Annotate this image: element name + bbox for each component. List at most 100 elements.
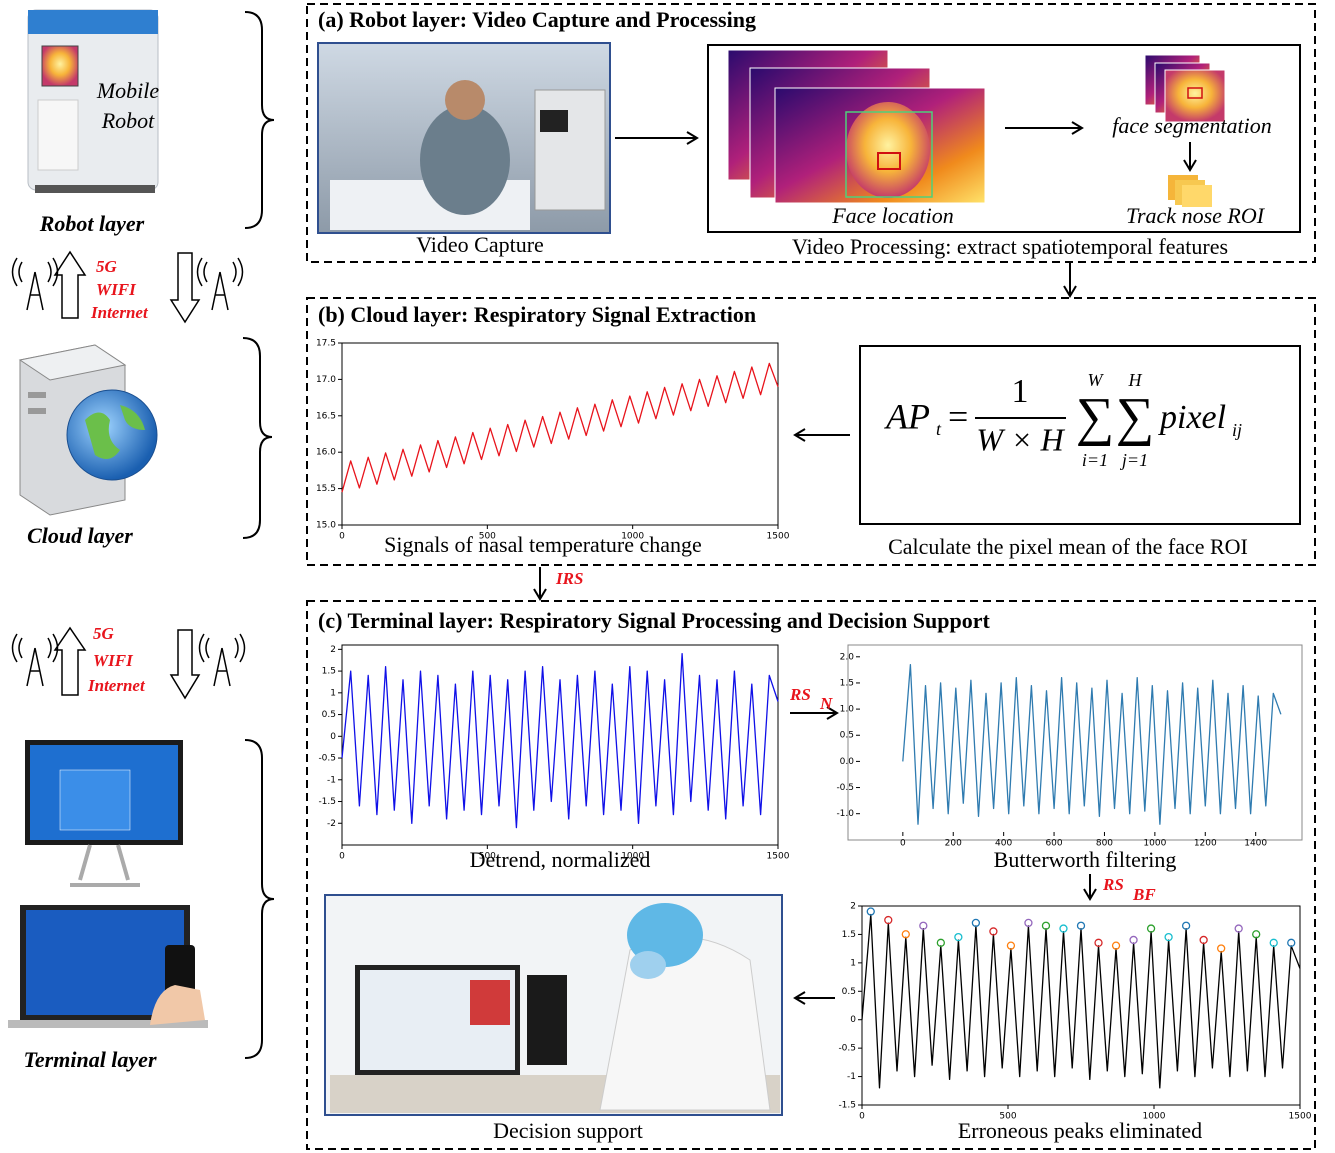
x-tick-label: 1500 [767,532,790,542]
caption: Signals of nasal temperature change [384,532,702,557]
signal-label: RS [1102,875,1124,894]
layer-label: Cloud layer [27,523,133,548]
braces [243,12,274,1058]
y-tick-label: -1 [327,775,336,785]
x-tick-label: 1000 [621,852,644,862]
x-tick-label: 0 [900,839,906,849]
plot-frame [342,343,778,525]
formula-text: H [1128,370,1143,390]
signal-label: RS [789,685,811,704]
signal-label: N [819,694,833,713]
y-tick-label: 15.0 [316,521,336,531]
formula-text: pixel [1158,399,1226,436]
y-tick-label: -0.5 [318,754,336,764]
image-label: Track nose ROI [1126,203,1266,228]
y-tick-label: 2 [850,902,856,912]
formula-text: ∑ [1076,386,1115,446]
robot-label: Mobile [96,78,160,103]
link-label: Internet [87,676,146,695]
formula-text: W [1088,370,1105,390]
link-label: 5G [93,624,115,643]
caption: Video Capture [416,232,544,257]
y-tick-label: 0 [330,732,336,742]
decision-photo [325,895,782,1115]
formula-text: 1 [1012,373,1029,410]
robot-label: Robot [101,108,155,133]
image-label: Face location [831,203,954,228]
caption: Video Processing: extract spatiotemporal… [792,234,1228,259]
x-tick-label: 1000 [1143,839,1166,849]
arrow [795,992,835,1004]
x-tick-label: 1500 [1289,1112,1312,1122]
y-tick-label: 1 [330,688,336,698]
link-label: WIFI [93,651,134,670]
x-tick-label: 500 [479,532,496,542]
panel-title: (a) Robot layer: Video Capture and Proce… [318,7,756,32]
formula-text: i=1 [1082,450,1108,470]
signal-line [862,915,1300,1088]
caption: Decision support [493,1118,643,1143]
x-tick-label: 500 [479,852,496,862]
y-tick-label: 0.5 [322,710,336,720]
y-tick-label: 0 [850,1015,856,1025]
video-capture-photo [318,43,610,233]
link-label: WIFI [96,280,137,299]
arrow [1084,874,1096,899]
y-tick-label: -1.5 [838,1101,856,1111]
y-tick-label: 16.0 [316,448,336,458]
y-tick-label: 2 [330,645,336,655]
signal-line [342,363,778,492]
panel-title: (b) Cloud layer: Respiratory Signal Extr… [318,302,756,327]
y-tick-label: 17.0 [316,375,336,385]
y-tick-label: -1.0 [836,809,854,819]
y-tick-label: -2 [327,819,336,829]
formula-text: j=1 [1120,450,1148,470]
y-tick-label: 1.5 [322,667,336,677]
x-tick-label: 1000 [1143,1112,1166,1122]
caption: Calculate the pixel mean of the face ROI [888,534,1248,559]
x-tick-label: 800 [1096,839,1113,849]
arrow [534,567,546,599]
link-label: 5G [96,257,118,276]
x-tick-label: 500 [999,1112,1016,1122]
x-tick-label: 400 [995,839,1012,849]
y-tick-label: 0.5 [840,731,854,741]
x-tick-label: 600 [1045,839,1062,849]
signal-line [342,654,778,828]
y-tick-label: 1.0 [840,705,855,715]
caption: Butterworth filtering [994,847,1177,872]
y-tick-label: 15.5 [316,484,336,494]
x-tick-label: 0 [339,532,345,542]
arrow [615,132,697,144]
y-tick-label: 0.5 [842,987,856,997]
y-tick-label: 1.5 [840,678,854,688]
formula-text: W × H [976,421,1065,457]
y-tick-label: 2.0 [840,652,855,662]
signal-line [903,665,1281,825]
image-frame [848,645,1302,840]
y-tick-label: 16.5 [316,411,336,421]
y-tick-label: 1 [850,958,856,968]
figure: Mobile Robot Robot layer 5G WIFI Interne… [0,0,1335,1153]
caption: Erroneous peaks eliminated [958,1118,1202,1143]
layer-label: Robot layer [39,211,145,236]
y-tick-label: -0.5 [838,1044,856,1054]
x-tick-label: 1200 [1194,839,1217,849]
y-tick-label: -1 [847,1072,856,1082]
x-tick-label: 0 [859,1112,865,1122]
y-tick-label: -0.5 [836,783,854,793]
server-icon [20,345,157,515]
x-tick-label: 0 [339,852,345,862]
x-tick-label: 1000 [621,532,644,542]
arrow [1064,263,1076,296]
x-tick-label: 1400 [1244,839,1267,849]
terminal-icons [8,740,208,1028]
signal-label: BF [1132,885,1156,904]
y-tick-label: 1.5 [842,930,856,940]
arrow [795,429,850,441]
y-tick-label: -1.5 [318,797,336,807]
link-label: Internet [90,303,149,322]
formula-text: ∑ [1116,386,1155,446]
layer-label: Terminal layer [23,1047,156,1072]
signal-label: IRS [555,569,583,588]
